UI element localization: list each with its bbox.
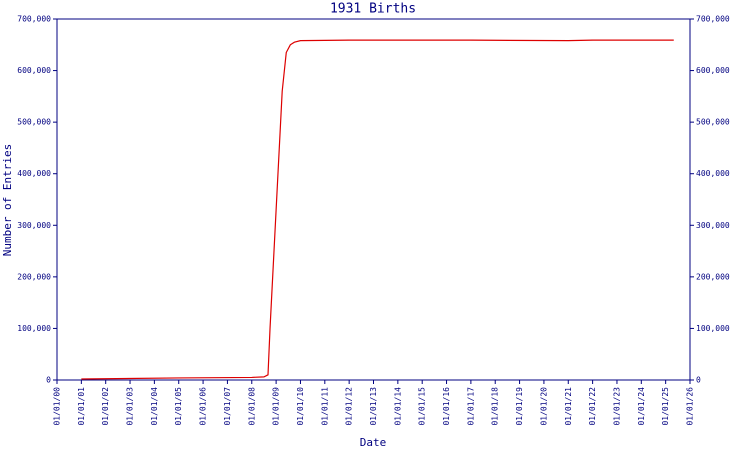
x-tick-label: 01/01/14	[393, 387, 402, 426]
y-tick-label: 100,000	[17, 324, 51, 333]
y2-tick-label: 500,000	[696, 118, 730, 127]
x-tick-label: 01/01/07	[223, 387, 232, 426]
x-tick-label: 01/01/18	[491, 387, 500, 426]
x-tick-label: 01/01/04	[150, 387, 159, 426]
x-axis-label: Date	[360, 436, 387, 449]
y-tick-label: 600,000	[17, 66, 51, 75]
x-tick-label: 01/01/00	[53, 387, 62, 426]
x-tick-label: 01/01/25	[661, 387, 670, 426]
y-axis-label: Number of Entries	[1, 144, 14, 257]
x-tick-label: 01/01/20	[539, 387, 548, 426]
x-tick-label: 01/01/02	[101, 387, 110, 426]
y2-tick-label: 700,000	[696, 15, 730, 24]
x-tick-label: 01/01/24	[637, 387, 646, 426]
x-tick-label: 01/01/09	[272, 387, 281, 426]
x-tick-label: 01/01/10	[296, 387, 305, 426]
y-tick-label: 500,000	[17, 118, 51, 127]
x-tick-label: 01/01/22	[588, 387, 597, 426]
y-tick-label: 300,000	[17, 221, 51, 230]
chart-title: 1931 Births	[330, 2, 416, 17]
x-tick-label: 01/01/23	[612, 387, 621, 426]
y2-tick-label: 300,000	[696, 221, 730, 230]
y-tick-label: 200,000	[17, 272, 51, 281]
x-tick-label: 01/01/21	[564, 387, 573, 426]
x-tick-label: 01/01/16	[442, 387, 451, 426]
x-tick-label: 01/01/08	[247, 387, 256, 426]
x-tick-label: 01/01/26	[686, 387, 695, 426]
y2-tick-label: 200,000	[696, 272, 730, 281]
y2-tick-label: 600,000	[696, 66, 730, 75]
y-tick-label: 700,000	[17, 15, 51, 24]
y-tick-label: 0	[46, 376, 51, 385]
y-tick-label: 400,000	[17, 169, 51, 178]
x-tick-label: 01/01/03	[126, 387, 135, 426]
x-tick-label: 01/01/17	[466, 387, 475, 426]
y2-tick-label: 0	[696, 376, 701, 385]
x-tick-label: 01/01/01	[77, 387, 86, 426]
y2-tick-label: 100,000	[696, 324, 730, 333]
x-tick-label: 01/01/13	[369, 387, 378, 426]
x-tick-label: 01/01/05	[174, 387, 183, 426]
x-tick-label: 01/01/15	[418, 387, 427, 426]
x-tick-label: 01/01/12	[345, 387, 354, 426]
x-tick-label: 01/01/06	[199, 387, 208, 426]
x-tick-label: 01/01/19	[515, 387, 524, 426]
data-line	[81, 39, 674, 380]
y2-tick-label: 400,000	[696, 169, 730, 178]
x-tick-label: 01/01/11	[320, 387, 329, 426]
